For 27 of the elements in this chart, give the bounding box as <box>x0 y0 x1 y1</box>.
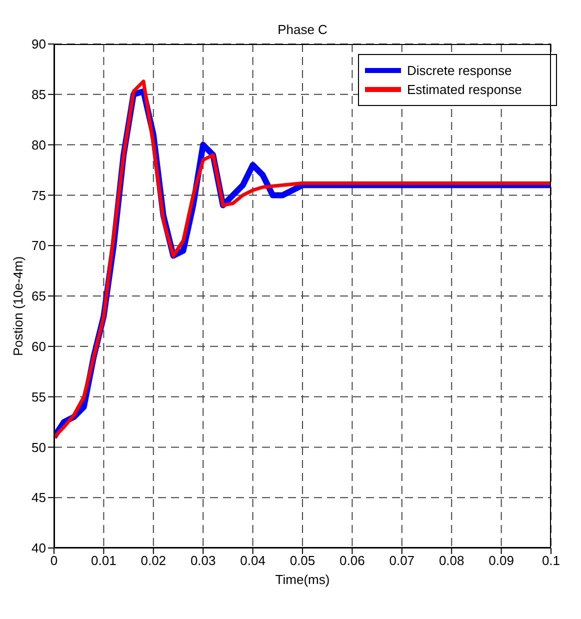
y-tick-label: 65 <box>32 288 46 304</box>
x-tick-label: 0 <box>50 553 58 568</box>
y-tick-label: 40 <box>32 540 46 556</box>
chart-title: Phase C <box>276 22 328 37</box>
y-tick-label: 70 <box>32 238 46 254</box>
x-tick-label: 0.07 <box>389 553 415 568</box>
y-axis-title: Postion (10e-4m) <box>10 256 26 356</box>
x-tick-label: 0.03 <box>190 553 216 568</box>
x-tick-label: 0.01 <box>91 553 116 568</box>
x-tick-label: 0.08 <box>438 553 464 568</box>
x-tick-label: 0.09 <box>488 553 514 568</box>
y-tick-label: 80 <box>32 137 46 152</box>
y-tick-label: 45 <box>32 490 46 506</box>
x-axis-title: Time(ms) <box>275 572 330 587</box>
y-tick-label: 50 <box>32 440 46 455</box>
x-tick-label: 0.06 <box>340 553 365 568</box>
y-tick-label: 90 <box>32 36 46 52</box>
x-tick-label: 0.05 <box>290 553 316 568</box>
y-tick-label: 60 <box>32 339 46 354</box>
y-tick-label: 85 <box>32 87 46 102</box>
x-tick-label: 0.1 <box>542 553 560 568</box>
x-tick-label: 0.02 <box>140 553 166 568</box>
legend-label: Estimated response <box>406 82 523 97</box>
y-tick-label: 55 <box>32 389 46 404</box>
y-tick-label: 75 <box>32 188 46 203</box>
legend-label: Discrete response <box>406 63 513 78</box>
x-tick-label: 0.04 <box>240 553 266 568</box>
